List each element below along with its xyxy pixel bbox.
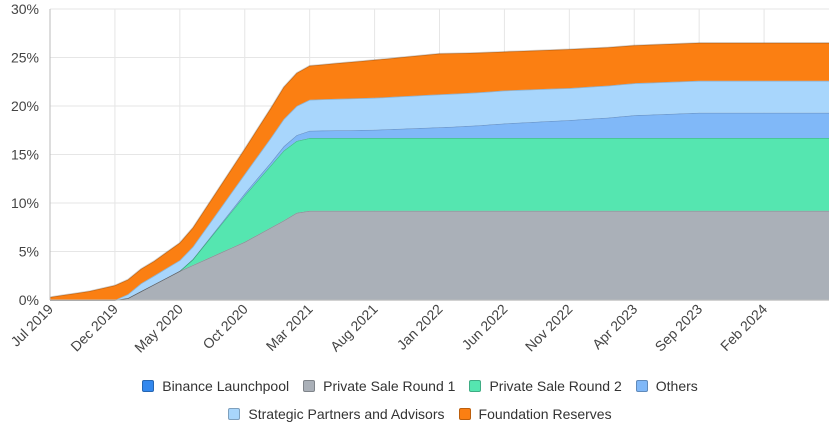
legend-label-others: Others xyxy=(655,378,698,394)
area-edge-foundation-reserves xyxy=(49,42,829,298)
x-tick-label: Aug 2021 xyxy=(327,301,381,355)
area-private-sale-round-2 xyxy=(50,138,829,300)
area-private-sale-round-1 xyxy=(50,210,829,300)
area-strategic-partners-and-advisors xyxy=(50,80,829,300)
legend-item-private-sale-round-1[interactable]: Private Sale Round 1 xyxy=(303,378,455,394)
x-tick-label: Oct 2020 xyxy=(199,301,251,353)
legend-row-1: Binance Launchpool Private Sale Round 1 … xyxy=(0,378,840,394)
x-tick-label: Jun 2022 xyxy=(458,301,510,353)
legend-label-foundation-reserves: Foundation Reserves xyxy=(478,406,612,422)
legend-label-private-sale-round-1: Private Sale Round 1 xyxy=(323,378,456,394)
legend-label-strategic-partners: Strategic Partners and Advisors xyxy=(248,406,445,422)
legend-item-others[interactable]: Others xyxy=(635,378,698,394)
legend-item-binance-launchpool[interactable]: Binance Launchpool xyxy=(142,378,289,394)
legend-label-binance-launchpool: Binance Launchpool xyxy=(162,378,290,394)
legend-label-private-sale-round-2: Private Sale Round 2 xyxy=(489,378,622,394)
legend-swatch-binance-launchpool xyxy=(142,380,155,392)
legend-swatch-private-sale-round-2 xyxy=(469,380,482,392)
y-tick-label: 15% xyxy=(11,147,39,163)
y-tick-label: 30% xyxy=(11,1,39,17)
area-foundation-reserves xyxy=(50,42,829,301)
y-tick-label: 25% xyxy=(11,50,39,66)
legend-swatch-foundation-reserves xyxy=(458,408,471,420)
x-tick-label: Mar 2021 xyxy=(263,301,316,354)
legend-item-foundation-reserves[interactable]: Foundation Reserves xyxy=(458,406,612,422)
x-tick-label: Sep 2023 xyxy=(652,301,706,355)
x-tick-label: May 2020 xyxy=(131,301,186,356)
area-others xyxy=(50,112,829,300)
x-tick-label: Dec 2019 xyxy=(67,301,121,355)
legend-swatch-others xyxy=(635,380,648,392)
x-tick-label: Jan 2022 xyxy=(394,301,446,353)
y-tick-label: 10% xyxy=(11,195,39,211)
legend-swatch-private-sale-round-1 xyxy=(303,380,316,392)
y-tick-label: 5% xyxy=(19,244,39,260)
y-tick-label: 20% xyxy=(11,98,39,114)
x-tick-label: Feb 2024 xyxy=(717,301,770,354)
legend-item-private-sale-round-2[interactable]: Private Sale Round 2 xyxy=(469,378,622,394)
y-tick-label: 0% xyxy=(19,292,39,308)
x-tick-label: Nov 2022 xyxy=(522,301,576,355)
legend-item-strategic-partners[interactable]: Strategic Partners and Advisors xyxy=(228,406,445,422)
x-tick-label: Apr 2023 xyxy=(589,301,641,353)
legend-row-2: Strategic Partners and Advisors Foundati… xyxy=(0,406,840,422)
legend-swatch-strategic-partners xyxy=(228,408,241,420)
